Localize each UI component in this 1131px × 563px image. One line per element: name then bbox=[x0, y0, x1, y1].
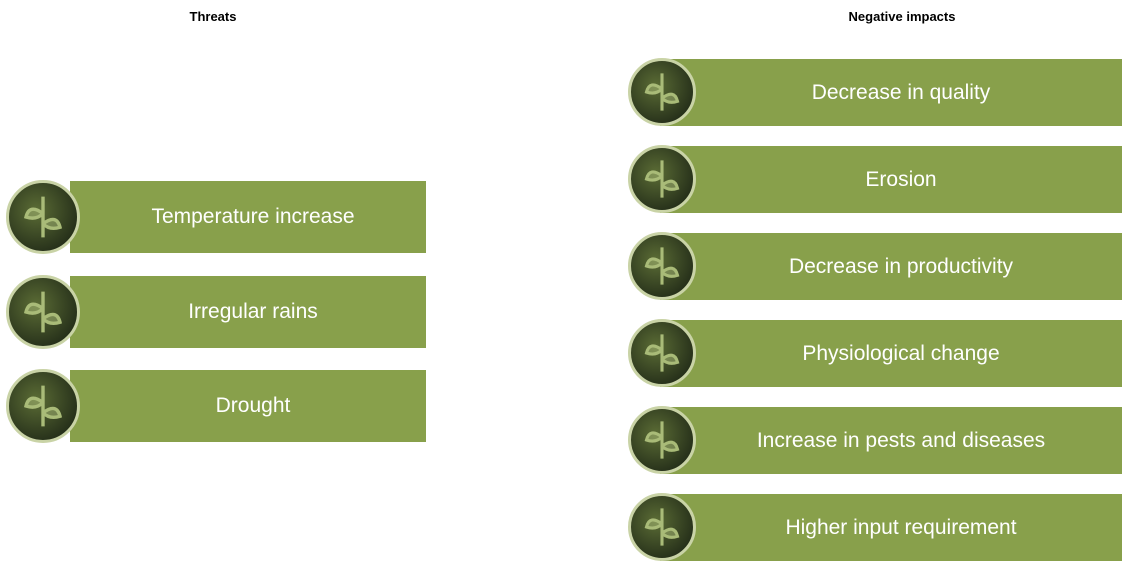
impact-box: Decrease in quality bbox=[660, 59, 1122, 126]
threats-title: Threats bbox=[189, 9, 237, 24]
impact-box: Decrease in productivity bbox=[660, 233, 1122, 300]
impact-icon bbox=[628, 319, 696, 387]
impacts-title: Negative impacts bbox=[848, 9, 956, 24]
threat-box: Irregular rains bbox=[70, 275, 426, 348]
impact-box: Physiological change bbox=[660, 320, 1122, 387]
impact-icon bbox=[628, 406, 696, 474]
threat-box: Temperature increase bbox=[70, 181, 426, 253]
threat-icon bbox=[6, 274, 80, 349]
threat-icon bbox=[6, 369, 80, 443]
impact-box: Increase in pests and diseases bbox=[660, 407, 1122, 474]
threat-box: Drought bbox=[70, 370, 426, 442]
impact-icon bbox=[628, 58, 696, 126]
impact-box: Higher input requirement bbox=[660, 494, 1122, 561]
impact-icon bbox=[628, 493, 696, 561]
impact-icon bbox=[628, 145, 696, 213]
impact-box: Erosion bbox=[660, 146, 1122, 213]
impact-icon bbox=[628, 232, 696, 300]
threat-icon bbox=[6, 180, 80, 254]
